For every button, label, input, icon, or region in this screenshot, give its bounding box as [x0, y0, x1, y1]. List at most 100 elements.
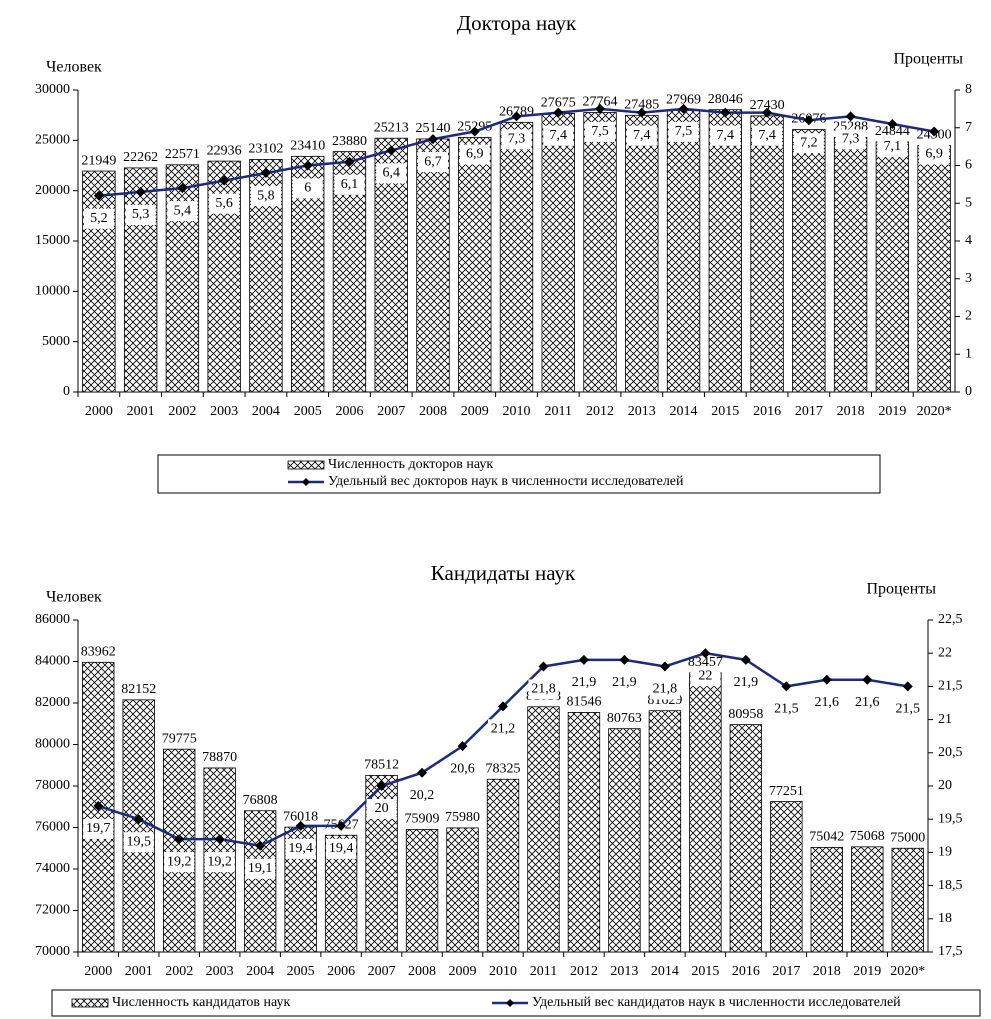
bar-value-label: 75042	[809, 830, 844, 845]
line-marker	[133, 814, 144, 825]
bar	[486, 778, 520, 953]
label-bg	[690, 666, 721, 687]
line-marker	[376, 781, 387, 791]
x-tick-label: 2014	[651, 964, 679, 979]
line-value-label: 6	[304, 181, 311, 196]
legend-swatch	[71, 998, 109, 1008]
bar	[527, 706, 560, 953]
x-tick-label: 2014	[670, 404, 698, 419]
y2-tick-label: 19	[938, 845, 952, 860]
y2-tick-label: 8	[965, 82, 972, 97]
label-bg	[585, 121, 616, 142]
label-bg	[250, 186, 281, 207]
bar-value-label: 78512	[364, 758, 399, 773]
x-tick-label: 2002	[168, 404, 196, 419]
label-bg	[543, 125, 574, 146]
bar-value-label: 23102	[248, 142, 283, 157]
bar-value-label: 22936	[207, 143, 242, 158]
bar	[750, 115, 784, 393]
bar	[583, 112, 617, 393]
x-tick-label: 2009	[449, 964, 477, 979]
label-bg	[649, 679, 680, 700]
x-tick-label: 2010	[503, 404, 531, 419]
label-bg	[626, 125, 657, 146]
x-tick-label: 2001	[127, 404, 155, 419]
bar-value-label: 21949	[81, 153, 116, 168]
chart-title: Кандидаты наук	[431, 561, 576, 585]
bar	[666, 110, 701, 393]
legend-marker	[302, 478, 310, 486]
line-value-label: 6,9	[925, 147, 943, 162]
line-marker	[553, 107, 564, 118]
bar-value-label: 25213	[374, 120, 409, 135]
bar	[541, 113, 575, 393]
bar	[163, 748, 196, 953]
y-tick-label: 0	[63, 384, 70, 399]
bar	[243, 810, 277, 953]
bar-value-label: 22571	[165, 147, 200, 162]
x-tick-label: 2012	[586, 404, 614, 419]
x-tick-label: 2000	[85, 404, 113, 419]
y2-axis-label: Проценты	[866, 581, 936, 598]
line-marker	[845, 111, 856, 122]
line-value-label: 19,2	[207, 854, 232, 869]
line-value-label: 5,4	[174, 203, 192, 218]
label-bg	[245, 858, 276, 879]
line-marker	[862, 674, 873, 685]
bar-value-label: 79775	[162, 731, 197, 746]
label-bg	[407, 785, 438, 806]
bar	[770, 801, 803, 953]
line-marker	[427, 134, 438, 145]
bar-value-label: 82152	[121, 682, 156, 697]
line-marker	[781, 681, 792, 692]
bar-value-label: 27430	[750, 98, 785, 113]
line-marker	[538, 661, 549, 672]
line-value-label: 19,5	[126, 834, 151, 849]
x-tick-label: 2003	[210, 404, 238, 419]
bar	[608, 728, 641, 953]
x-tick-label: 2005	[294, 404, 322, 419]
x-tick-label: 2001	[125, 964, 153, 979]
x-tick-label: 2019	[853, 964, 881, 979]
line-marker	[457, 741, 468, 752]
label-bg	[417, 152, 448, 173]
bar	[567, 712, 601, 953]
label-bg	[204, 852, 235, 873]
label-bg	[811, 692, 842, 713]
line-marker	[821, 674, 832, 685]
line-marker	[762, 107, 773, 118]
line-marker	[929, 126, 940, 137]
bar-value-label: 80958	[728, 707, 763, 722]
y2-tick-label: 6	[965, 158, 972, 173]
y-tick-label: 76000	[35, 820, 70, 835]
line-value-label: 7,2	[800, 135, 818, 150]
line-value-label: 7,3	[842, 132, 860, 147]
line-marker	[336, 820, 347, 831]
bar-value-label: 27969	[666, 93, 701, 108]
bar-value-label: 81546	[566, 695, 601, 710]
x-tick-label: 2007	[368, 964, 396, 979]
y-tick-label: 5000	[42, 334, 70, 349]
line-marker	[177, 183, 188, 194]
y-axis-label: Человек	[46, 59, 102, 76]
bar	[851, 846, 884, 953]
line-value-label: 5,6	[215, 196, 233, 211]
bar-value-label: 75068	[850, 829, 885, 844]
line-value-label: 21,6	[815, 695, 840, 710]
bar	[833, 137, 868, 393]
line-marker	[902, 681, 913, 692]
y-tick-label: 72000	[35, 903, 70, 918]
label-bg	[668, 121, 699, 142]
bar	[729, 724, 763, 953]
chart-title: Доктора наук	[457, 11, 577, 35]
x-tick-label: 2006	[327, 964, 355, 979]
label-bg	[488, 719, 518, 740]
label-bg	[366, 799, 397, 819]
line-marker	[386, 145, 397, 156]
label-bg	[376, 163, 407, 184]
bar	[708, 109, 742, 393]
y-tick-label: 30000	[35, 82, 70, 97]
y2-tick-label: 22	[938, 645, 952, 660]
label-bg	[528, 679, 559, 700]
bar-value-label: 23880	[332, 134, 367, 149]
